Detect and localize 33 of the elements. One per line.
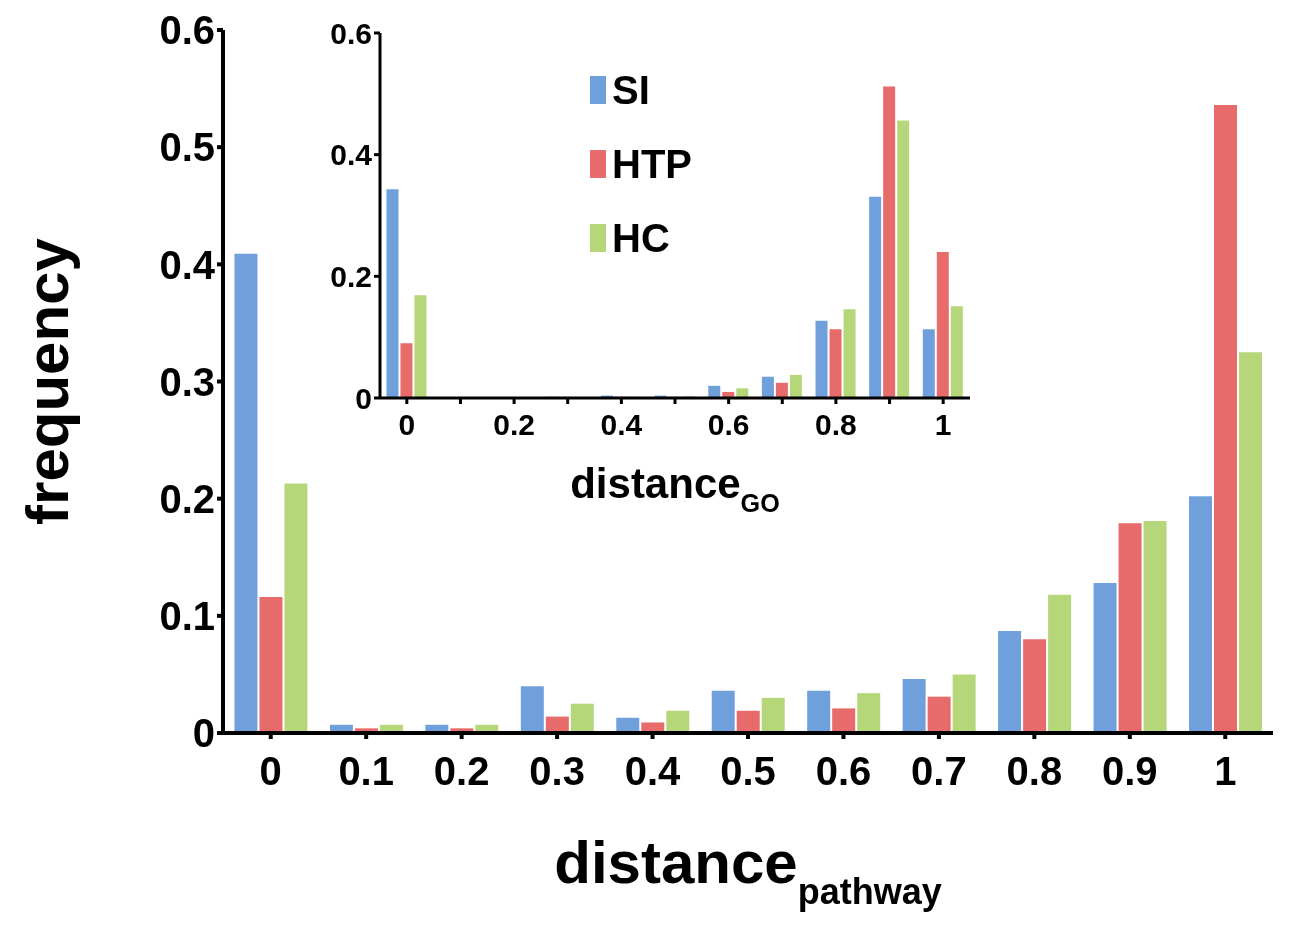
x-tick-label: 0.9 [1102,749,1158,794]
x-axis-title: distance$_{GO}$ [570,460,780,517]
y-tick-label: 0 [355,381,372,415]
x-tick-label: 0.4 [600,408,643,442]
x-tick-label: 0.6 [707,408,750,442]
x-tick-label: 0.5 [720,749,776,794]
y-tick-label: 0 [192,711,215,756]
y-tick-label: 0.3 [159,359,215,404]
x-tick-label: 0.8 [1006,749,1063,794]
y-tick-label: 0.5 [159,125,215,170]
x-tick-label: 0.6 [815,749,872,794]
x-tick-label: 0 [259,749,282,794]
legend-label: HTP [612,141,692,188]
y-tick-label: 0.2 [330,259,372,293]
x-tick-label: 0 [398,408,416,442]
x-tick-label: 0.3 [529,749,585,794]
x-tick-label: 0.7 [911,749,967,794]
x-tick-label: 0.2 [433,749,490,794]
y-tick-label: 0.4 [159,242,216,287]
x-tick-label: 0.8 [815,408,857,442]
x-tick-label: 0.2 [493,408,535,442]
legend-label: SI [612,67,650,114]
y-tick-label: 0.6 [330,16,372,50]
y-tick-label: 0.2 [159,476,215,521]
y-tick-label: 0.6 [159,8,215,53]
y-axis-title: frequency [14,237,81,525]
x-axis-title: distance$_{pathway}$ [554,829,942,912]
x-tick-label: 1 [1214,749,1237,794]
y-tick-label: 0.1 [159,594,215,639]
x-tick-label: 1 [934,408,952,442]
y-tick-label: 0.4 [330,138,373,172]
x-tick-label: 0.4 [624,749,682,794]
legend-label: HC [612,215,670,262]
